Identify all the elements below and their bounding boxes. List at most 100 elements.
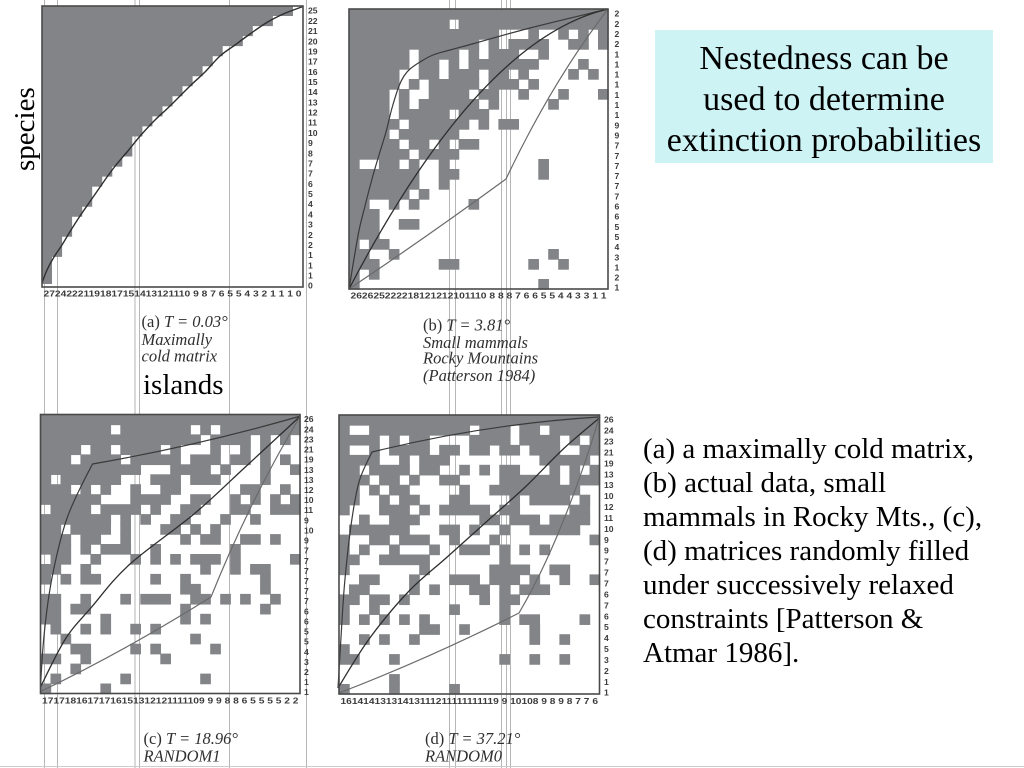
svg-text:10: 10	[308, 128, 318, 138]
svg-text:7: 7	[304, 576, 309, 586]
svg-text:10: 10	[304, 525, 314, 535]
svg-text:5: 5	[615, 222, 620, 232]
svg-text:2: 2	[615, 29, 620, 39]
svg-text:11: 11	[308, 118, 317, 128]
svg-text:262625222218121212101110 8 8 8: 262625222218121212101110 8 8 8 7 6 6 5 5…	[351, 291, 607, 301]
svg-text:1: 1	[615, 90, 620, 100]
svg-text:4: 4	[304, 647, 309, 657]
svg-text:23: 23	[604, 437, 614, 447]
svg-text:14: 14	[308, 87, 318, 97]
svg-text:13: 13	[304, 475, 314, 485]
svg-text:7: 7	[304, 556, 309, 566]
svg-text:26: 26	[304, 414, 314, 424]
svg-text:1: 1	[615, 110, 620, 120]
svg-text:RANDOM0: RANDOM0	[424, 747, 503, 766]
svg-text:11: 11	[304, 505, 313, 515]
svg-text:1: 1	[615, 49, 620, 59]
svg-text:1: 1	[604, 688, 609, 698]
svg-text:9: 9	[604, 535, 609, 545]
svg-text:4: 4	[308, 209, 313, 219]
svg-text:7: 7	[615, 171, 620, 181]
svg-text:4: 4	[308, 199, 313, 209]
svg-text:1: 1	[304, 687, 309, 697]
svg-text:19: 19	[308, 46, 318, 56]
svg-text:13: 13	[604, 480, 614, 490]
svg-text:25: 25	[308, 6, 318, 16]
svg-text:6: 6	[304, 606, 309, 616]
svg-text:(Patterson 1984): (Patterson 1984)	[423, 366, 535, 385]
svg-text:2: 2	[604, 666, 609, 676]
svg-text:7: 7	[304, 596, 309, 606]
svg-text:17: 17	[308, 57, 318, 67]
svg-text:6: 6	[615, 212, 620, 222]
svg-text:3: 3	[604, 655, 609, 665]
svg-text:9: 9	[304, 536, 309, 546]
svg-text:9: 9	[308, 138, 313, 148]
svg-text:1: 1	[615, 70, 620, 80]
svg-text:27242221191817151413121110 9 8: 27242221191817151413121110 9 8 7 6 5 5 4…	[44, 289, 302, 299]
svg-text:9: 9	[615, 120, 620, 130]
svg-text:23: 23	[304, 434, 314, 444]
svg-text:10: 10	[604, 491, 614, 501]
svg-text:7: 7	[615, 151, 620, 161]
svg-text:5: 5	[304, 637, 309, 647]
svg-text:1: 1	[615, 262, 620, 272]
svg-text:7: 7	[304, 566, 309, 576]
svg-text:13: 13	[604, 469, 614, 479]
svg-text:12: 12	[304, 485, 314, 495]
svg-text:16141413131413111211111111119: 16141413131413111211111111119 9 10108 9 …	[341, 696, 599, 706]
svg-text:3: 3	[615, 252, 620, 262]
svg-text:6: 6	[604, 589, 609, 599]
svg-text:7: 7	[615, 161, 620, 171]
svg-text:7: 7	[615, 181, 620, 191]
svg-text:2: 2	[615, 39, 620, 49]
svg-text:24: 24	[604, 426, 614, 436]
svg-text:20: 20	[308, 36, 318, 46]
svg-text:2: 2	[615, 9, 620, 19]
svg-text:1: 1	[615, 59, 620, 69]
svg-text:7: 7	[604, 568, 609, 578]
svg-text:1: 1	[308, 250, 313, 260]
svg-text:Maximally: Maximally	[141, 330, 213, 349]
svg-text:16: 16	[308, 67, 318, 77]
svg-text:0: 0	[308, 281, 313, 291]
svg-text:6: 6	[304, 616, 309, 626]
svg-text:9: 9	[615, 131, 620, 141]
svg-text:1: 1	[615, 80, 620, 90]
svg-text:7: 7	[615, 191, 620, 201]
svg-text:21: 21	[308, 26, 318, 36]
svg-text:19: 19	[604, 458, 614, 468]
svg-text:7: 7	[604, 600, 609, 610]
svg-text:4: 4	[615, 242, 620, 252]
svg-text:1: 1	[308, 271, 313, 281]
svg-text:9: 9	[304, 515, 309, 525]
svg-text:6: 6	[615, 202, 620, 212]
svg-text:1: 1	[304, 677, 309, 687]
svg-text:5: 5	[604, 622, 609, 632]
svg-text:7: 7	[604, 557, 609, 567]
svg-text:2: 2	[308, 230, 313, 240]
svg-text:17171816171716151312121111109: 17171816171716151312121111109 9 9 8 8 6 …	[42, 696, 299, 706]
svg-text:10: 10	[304, 495, 314, 505]
svg-text:RANDOM1: RANDOM1	[143, 747, 221, 766]
svg-text:(a) T = 0.03°: (a) T = 0.03°	[142, 312, 229, 331]
svg-text:(b) T = 3.81°: (b) T = 3.81°	[423, 316, 511, 335]
svg-text:3: 3	[308, 220, 313, 230]
svg-text:5: 5	[615, 232, 620, 242]
svg-text:7: 7	[615, 141, 620, 151]
svg-text:2: 2	[615, 19, 620, 29]
svg-text:2: 2	[308, 240, 313, 250]
svg-text:7: 7	[308, 159, 313, 169]
svg-text:1: 1	[615, 100, 620, 110]
svg-text:6: 6	[308, 179, 313, 189]
svg-text:1: 1	[604, 677, 609, 687]
svg-text:7: 7	[304, 546, 309, 556]
svg-text:24: 24	[304, 424, 314, 434]
svg-text:cold matrix: cold matrix	[142, 347, 218, 366]
svg-text:4: 4	[604, 633, 609, 643]
svg-text:7: 7	[604, 579, 609, 589]
svg-text:26: 26	[604, 415, 614, 425]
svg-text:(d) T = 37.21°: (d) T = 37.21°	[425, 729, 521, 748]
svg-text:3: 3	[304, 657, 309, 667]
svg-text:13: 13	[308, 97, 318, 107]
